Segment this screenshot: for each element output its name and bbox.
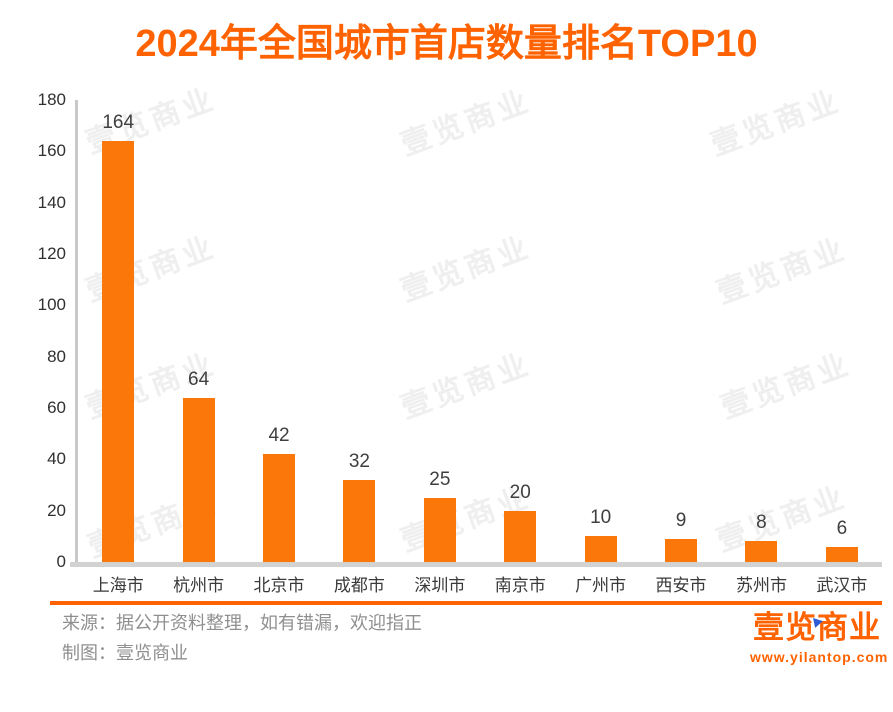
bar-slot: 25 [400,100,480,562]
bar-value-label: 20 [509,482,531,503]
bar-value-label: 6 [836,518,848,539]
bar [745,541,778,562]
y-tick-label: 60 [47,398,66,417]
bar-slot: 164 [78,100,158,562]
bar-value-label: 32 [348,451,370,472]
category-label: 西安市 [655,576,707,595]
bar [263,454,296,562]
credit-line: 制图：壹览商业 [62,643,188,663]
category-label: 广州市 [575,576,627,595]
y-tick-label: 160 [37,141,66,161]
bar-slot: 32 [319,100,399,562]
category-label: 杭州市 [173,576,225,595]
footer-divider [50,601,882,605]
source-line: 来源：据公开资料整理，如有错漏，欢迎指正 [62,613,422,633]
y-axis-line [75,100,78,562]
bar [825,547,858,562]
brand-logo: 壹览商业 www.yilantop.com [750,610,889,665]
y-tick-label: 40 [47,449,66,469]
y-tick-label: 20 [47,500,66,520]
bar [182,398,215,562]
y-tick-label: 0 [56,552,66,571]
y-tick-label: 80 [47,346,66,366]
bar [423,498,456,562]
bar-value-label: 8 [756,512,767,533]
category-label: 上海市 [92,576,144,595]
x-axis-baseline [70,562,882,567]
category-label: 苏州市 [735,576,787,595]
y-tick-label: 140 [37,192,66,212]
bar [504,511,537,562]
category-labels-row: 上海市 杭州市 北京市 成都市 深圳市 南京市 广州市 西安市 苏州市 武汉市 [78,571,882,596]
bar-slot: 20 [480,100,560,562]
bar-value-label: 25 [429,469,451,490]
bar-value-label: 9 [675,510,687,531]
y-tick-label: 180 [37,90,66,109]
bars-row: 164 64 42 32 25 20 10 9 8 6 [78,100,882,562]
category-label: 南京市 [494,576,546,595]
bar-slot: 42 [239,100,319,562]
bar [584,536,617,562]
category-label: 武汉市 [816,576,868,595]
y-tick-label: 120 [37,244,66,263]
bar-value-label: 164 [102,112,135,133]
bar-slot: 6 [802,100,882,562]
bar-slot: 9 [641,100,721,562]
brand-website: www.yilantop.com [750,649,889,665]
bar-slot: 8 [721,100,801,562]
category-label: 成都市 [333,576,385,595]
bar-value-label: 42 [268,425,290,446]
category-label: 北京市 [253,576,305,595]
bar [343,480,376,562]
category-label: 深圳市 [414,576,466,595]
bar-slot: 64 [158,100,238,562]
bar [665,539,698,562]
brand-logo-text: 壹览商业 [753,610,881,645]
chart-title: 2024年全国城市首店数量排名TOP10 [135,23,758,65]
bar-slot: 10 [560,100,640,562]
bar [102,141,135,562]
bar-value-label: 64 [188,369,210,390]
y-tick-label: 100 [37,295,66,315]
logo-triangle-icon [813,616,824,628]
bar-value-label: 10 [590,507,612,528]
